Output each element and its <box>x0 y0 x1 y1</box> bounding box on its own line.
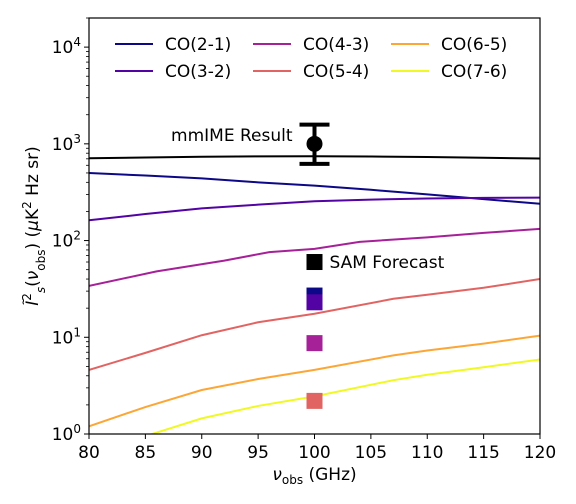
series-lines <box>89 155 540 434</box>
legend: CO(2-1) CO(4-3) CO(6-5) CO(3-2) CO(5-4) CO(7-… <box>115 35 507 82</box>
legend-label-co7-6: CO(7-6) <box>441 62 507 82</box>
series-line-co2-1 <box>89 171 540 205</box>
annotations: mmIME Result SAM Forecast <box>171 126 445 273</box>
legend-label-co6-5: CO(6-5) <box>441 35 507 55</box>
y-tick-label-100: 102 <box>52 229 81 252</box>
x-tick-label-120: 120 <box>524 443 556 463</box>
markers <box>299 122 330 409</box>
sam-forecast-marker-4 <box>306 392 323 409</box>
x-tick-label-85: 85 <box>135 443 157 463</box>
x-tick-label-100: 100 <box>298 443 330 463</box>
series-line-co3-2 <box>89 196 540 222</box>
y-tick-label-10000: 104 <box>52 35 81 58</box>
mmime-result-label: mmIME Result <box>171 126 293 146</box>
x-tick-label-110: 110 <box>411 443 443 463</box>
legend-label-co5-4: CO(5-4) <box>303 62 369 82</box>
legend-label-co2-1: CO(2-1) <box>165 35 231 55</box>
sam-forecast-marker-2 <box>306 294 323 311</box>
axes: 80 85 90 95 100 105 110 115 120 100 101 102 103 104 νo… <box>20 17 556 487</box>
x-axis-label: νobs (GHz) <box>272 465 356 487</box>
sam-forecast-marker-0 <box>306 254 323 271</box>
series-line-co4-3 <box>89 227 540 287</box>
x-tick-label-90: 90 <box>191 443 213 463</box>
legend-label-co3-2: CO(3-2) <box>165 62 231 82</box>
y-tick-label-1000: 103 <box>52 132 81 155</box>
series-line-co6-5 <box>89 334 540 428</box>
legend-label-co4-3: CO(4-3) <box>303 35 369 55</box>
series-line-co5-4 <box>89 278 540 371</box>
mmime-point <box>306 135 323 152</box>
sam-forecast-marker-3 <box>306 335 323 352</box>
series-line-co7-6 <box>148 358 540 434</box>
y-tick-label-10: 101 <box>52 325 81 348</box>
x-tick-label-95: 95 <box>247 443 269 463</box>
y-tick-label-1: 100 <box>52 422 81 445</box>
y-axis-label: Ĩ2s(νobs) (μK2 Hz sr) <box>20 146 48 306</box>
sam-forecast-label: SAM Forecast <box>330 253 445 273</box>
x-tick-label-105: 105 <box>355 443 387 463</box>
x-tick-label-80: 80 <box>78 443 100 463</box>
x-tick-label-115: 115 <box>467 443 499 463</box>
